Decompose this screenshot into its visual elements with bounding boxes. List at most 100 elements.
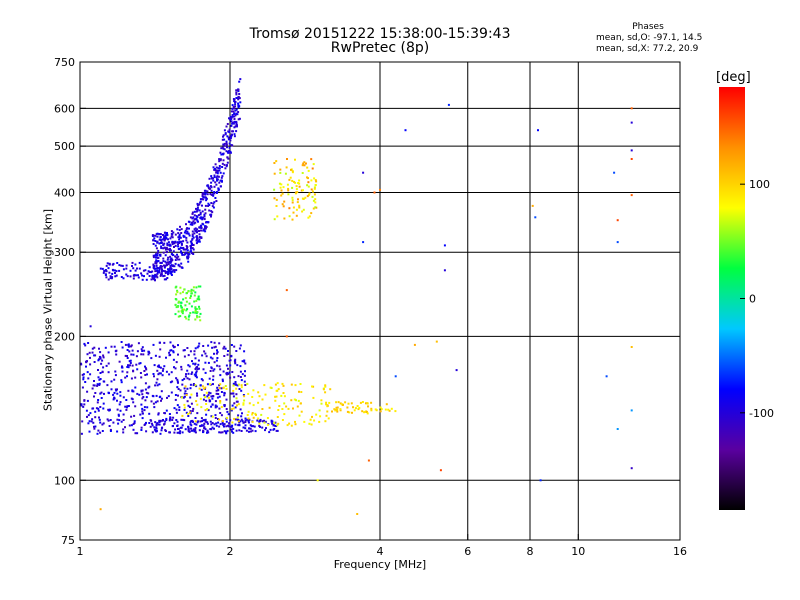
data-point <box>311 415 313 418</box>
data-point <box>242 402 245 405</box>
data-point <box>222 159 225 162</box>
data-point <box>183 308 185 311</box>
data-point <box>110 380 113 383</box>
data-point <box>275 205 278 207</box>
data-point <box>222 143 225 146</box>
data-point <box>154 256 157 259</box>
data-point <box>207 202 210 205</box>
data-point <box>218 169 221 172</box>
data-point <box>122 268 125 271</box>
data-point <box>225 150 228 153</box>
data-point <box>234 105 237 108</box>
data-point <box>242 394 245 396</box>
data-point <box>87 422 90 425</box>
data-point <box>148 266 151 269</box>
data-point <box>180 242 183 245</box>
data-point <box>188 406 191 408</box>
data-point <box>134 432 137 435</box>
data-point <box>189 350 192 353</box>
data-point <box>230 120 233 123</box>
data-point <box>234 406 237 409</box>
data-point <box>225 165 228 168</box>
data-point <box>335 406 338 409</box>
data-point <box>379 406 382 409</box>
data-point <box>325 401 328 404</box>
data-point <box>160 399 162 402</box>
data-point <box>300 410 303 413</box>
data-point <box>162 251 165 254</box>
data-point <box>243 350 246 353</box>
data-point <box>196 394 199 397</box>
data-point <box>169 258 172 261</box>
data-point <box>163 264 165 267</box>
data-point <box>287 189 290 192</box>
data-point <box>192 428 195 431</box>
data-point <box>136 267 138 270</box>
data-point <box>189 387 192 390</box>
data-point <box>171 270 174 273</box>
data-point <box>163 278 166 281</box>
data-point <box>182 291 184 294</box>
data-point <box>188 430 191 433</box>
data-point <box>153 426 156 429</box>
data-point <box>181 310 184 313</box>
data-point <box>216 179 218 182</box>
data-point <box>196 366 199 368</box>
data-point <box>201 204 203 207</box>
data-point <box>147 386 150 389</box>
data-point <box>186 387 189 390</box>
data-point <box>113 378 116 381</box>
data-point <box>225 398 228 401</box>
data-point <box>180 240 183 243</box>
data-point <box>152 254 155 257</box>
data-point <box>201 198 204 201</box>
data-point <box>152 402 155 405</box>
data-point <box>249 430 252 433</box>
data-point <box>285 166 288 169</box>
data-point <box>145 430 148 433</box>
data-point <box>164 412 166 415</box>
data-point <box>275 198 278 201</box>
data-point <box>103 270 106 273</box>
data-point <box>163 238 166 241</box>
data-point <box>177 310 180 313</box>
data-point <box>158 233 161 236</box>
data-point <box>241 420 244 423</box>
data-point <box>147 350 150 353</box>
data-point <box>221 420 224 423</box>
data-points <box>80 78 633 515</box>
data-point <box>303 420 306 423</box>
data-point <box>183 403 186 406</box>
data-point <box>207 409 210 412</box>
data-point <box>127 405 130 407</box>
data-point <box>185 232 188 235</box>
data-point <box>204 230 207 233</box>
data-point <box>157 364 160 367</box>
data-point <box>234 360 237 363</box>
data-point <box>207 205 210 207</box>
data-point <box>220 391 223 393</box>
data-point <box>189 423 192 426</box>
data-point <box>232 389 235 392</box>
data-point <box>210 428 213 431</box>
data-point <box>168 351 171 354</box>
data-point <box>339 402 342 405</box>
data-point <box>126 355 128 357</box>
data-point <box>251 412 254 414</box>
data-point <box>195 376 198 379</box>
data-point <box>154 401 157 404</box>
data-point <box>132 267 135 270</box>
data-point <box>237 403 240 406</box>
data-point <box>192 253 195 255</box>
data-point <box>212 395 214 398</box>
data-point <box>223 144 226 147</box>
data-point <box>170 274 173 276</box>
data-point <box>144 374 147 376</box>
data-point <box>84 381 87 383</box>
data-point <box>213 191 216 193</box>
data-point <box>233 345 236 348</box>
data-point <box>152 243 155 245</box>
data-point <box>172 350 175 353</box>
data-point <box>228 359 231 362</box>
data-point <box>244 427 247 430</box>
